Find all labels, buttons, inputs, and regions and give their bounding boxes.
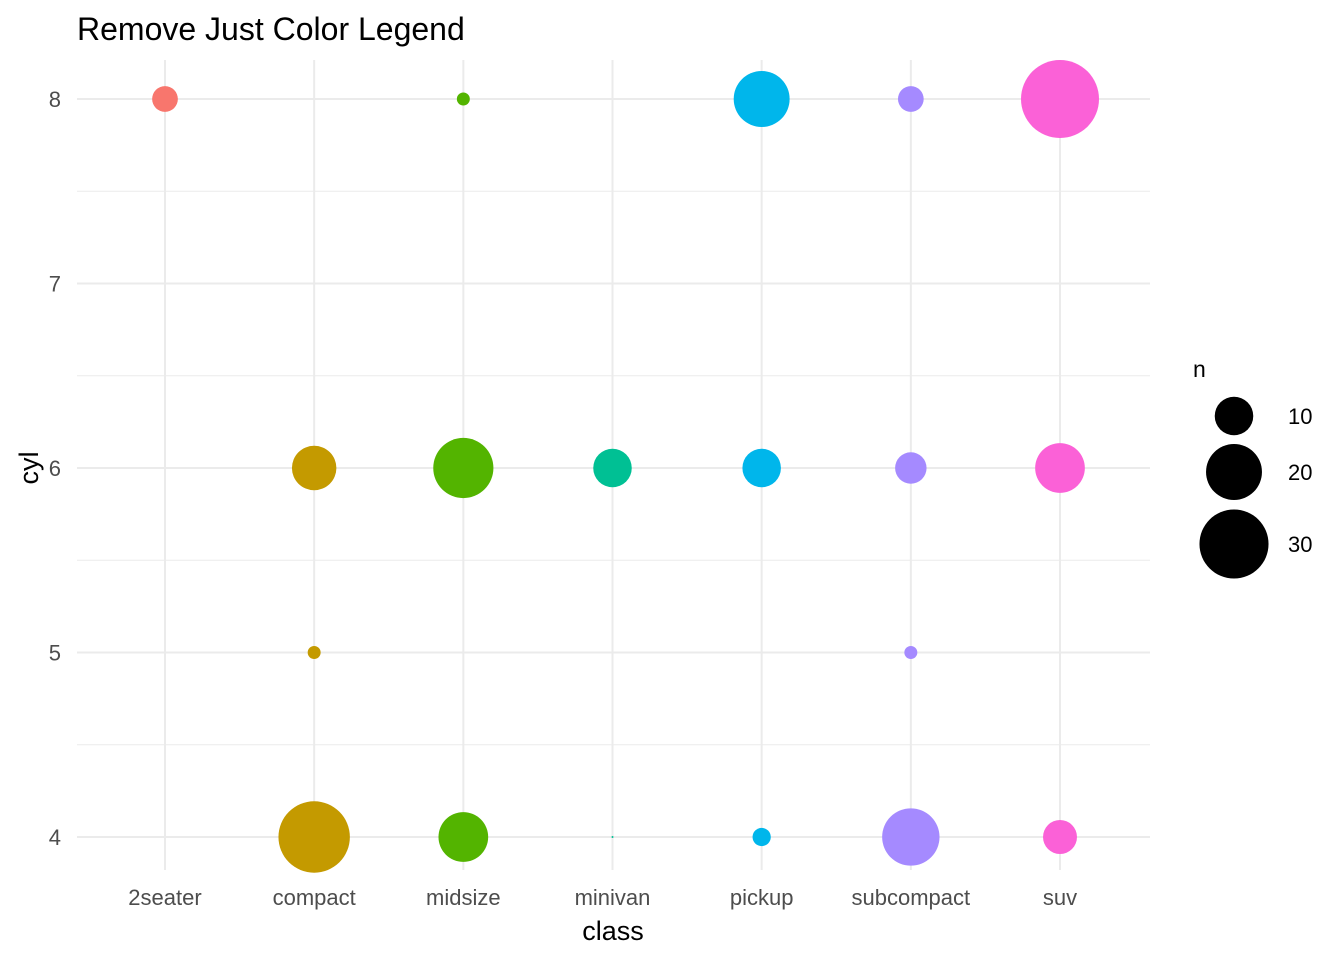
size-legend: n 10 20 30 (1193, 356, 1312, 579)
legend-key-circle (1199, 509, 1269, 579)
point-minivan-cyl4 (611, 836, 614, 838)
point-subcompact-cyl6 (895, 452, 927, 484)
point-suv-cyl6 (1035, 443, 1085, 493)
y-tick-label: 4 (49, 825, 61, 850)
point-suv-cyl8 (1021, 60, 1099, 138)
chart-title: Remove Just Color Legend (77, 11, 465, 47)
legend-key-circle (1206, 444, 1262, 500)
x-tick-label: minivan (575, 885, 651, 910)
legend-items: 10 20 30 (1199, 396, 1312, 579)
y-tick-label: 8 (49, 87, 61, 112)
y-axis-title: cyl (14, 452, 44, 485)
x-tick-label: 2seater (128, 885, 201, 910)
x-tick-label: pickup (730, 885, 794, 910)
legend-key-circle (1214, 396, 1254, 436)
x-axis-title: class (582, 916, 644, 946)
y-tick-label: 6 (49, 456, 61, 481)
point-minivan-cyl6 (593, 448, 632, 488)
legend-label: 10 (1288, 404, 1312, 429)
legend-title: n (1193, 356, 1206, 382)
x-tick-label: compact (273, 885, 356, 910)
point-midsize-cyl8 (456, 92, 470, 106)
x-tick-label: suv (1043, 885, 1077, 910)
y-tick-labels: 4 5 6 7 8 (49, 87, 61, 850)
legend-label: 20 (1288, 460, 1312, 485)
x-tick-labels: 2seater compact midsize minivan pickup subcom… (128, 885, 1077, 910)
point-compact-cyl5 (307, 646, 321, 659)
point-midsize-cyl4 (438, 812, 489, 862)
point-subcompact-cyl4 (882, 808, 940, 866)
x-tick-label: midsize (426, 885, 501, 910)
points-layer (152, 60, 1099, 873)
point-pickup-cyl6 (742, 448, 781, 488)
point-subcompact-cyl8 (897, 86, 924, 112)
point-compact-cyl4 (278, 801, 350, 873)
point-midsize-cyl6 (433, 437, 494, 499)
y-tick-label: 5 (49, 641, 61, 666)
y-tick-label: 7 (49, 272, 61, 297)
point-pickup-cyl8 (733, 71, 790, 127)
x-tick-label: subcompact (852, 885, 971, 910)
point-2seater-cyl8 (152, 86, 178, 112)
point-compact-cyl6 (291, 445, 337, 491)
point-suv-cyl4 (1043, 820, 1077, 854)
legend-label: 30 (1288, 532, 1312, 557)
point-pickup-cyl4 (752, 827, 771, 847)
point-subcompact-cyl5 (904, 646, 918, 659)
